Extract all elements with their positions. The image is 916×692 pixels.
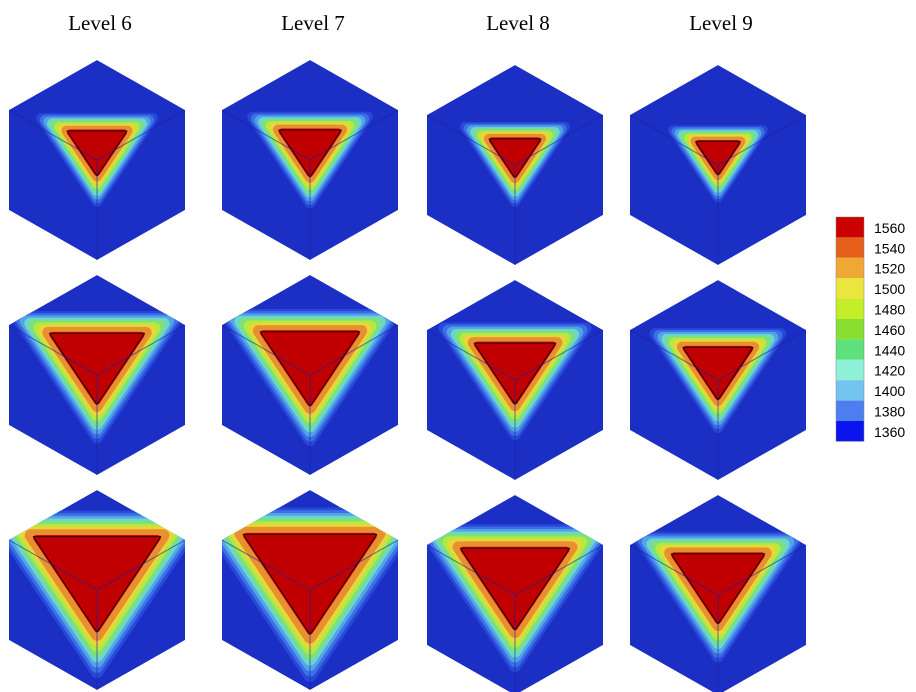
- colorbar-swatch: [836, 360, 864, 380]
- colorbar-swatch: [836, 217, 864, 237]
- cube: [630, 495, 806, 692]
- colorbar-label: 1480: [874, 302, 905, 318]
- figure: Level 6 Level 7 Level 8 Level 9 1560 1540 1520…: [0, 0, 916, 692]
- cube: [9, 60, 185, 260]
- colorbar-swatch: [836, 380, 864, 400]
- column-title: Level 6: [68, 11, 132, 35]
- colorbar-label: 1460: [874, 322, 905, 338]
- cube: [424, 495, 605, 692]
- column-title: Level 7: [281, 11, 345, 35]
- colorbar-label: 1520: [874, 261, 905, 277]
- cube: [630, 65, 806, 265]
- cube: [427, 280, 603, 480]
- colorbar-swatch: [836, 319, 864, 339]
- column-title: Level 9: [689, 11, 753, 35]
- colorbar-swatch: [836, 299, 864, 319]
- colorbar-label: 1540: [874, 240, 905, 256]
- colorbar-label: 1420: [874, 363, 905, 379]
- cube: [202, 490, 418, 690]
- colorbar-label: 1400: [874, 383, 905, 399]
- page: {"columns": ["Level 6", "Level 7", "Leve…: [0, 0, 916, 692]
- colorbar-swatch: [836, 258, 864, 278]
- cube: [427, 65, 603, 265]
- colorbar-swatch: [836, 339, 864, 359]
- colorbar-label: 1360: [874, 424, 905, 440]
- colorbar-swatch: [836, 278, 864, 298]
- colorbar-swatch: [836, 421, 864, 441]
- cube: [222, 275, 398, 475]
- colorbar-label: 1500: [874, 281, 905, 297]
- cube: [9, 275, 185, 475]
- colorbar-label: 1560: [874, 220, 905, 236]
- colorbar-label: 1380: [874, 404, 905, 420]
- colorbar-label: 1440: [874, 342, 905, 358]
- cube: [630, 280, 806, 480]
- colorbar-swatch: [836, 401, 864, 421]
- colorbar-swatch: [836, 237, 864, 257]
- cube: [222, 60, 398, 260]
- cube: [0, 490, 201, 690]
- column-title: Level 8: [486, 11, 550, 35]
